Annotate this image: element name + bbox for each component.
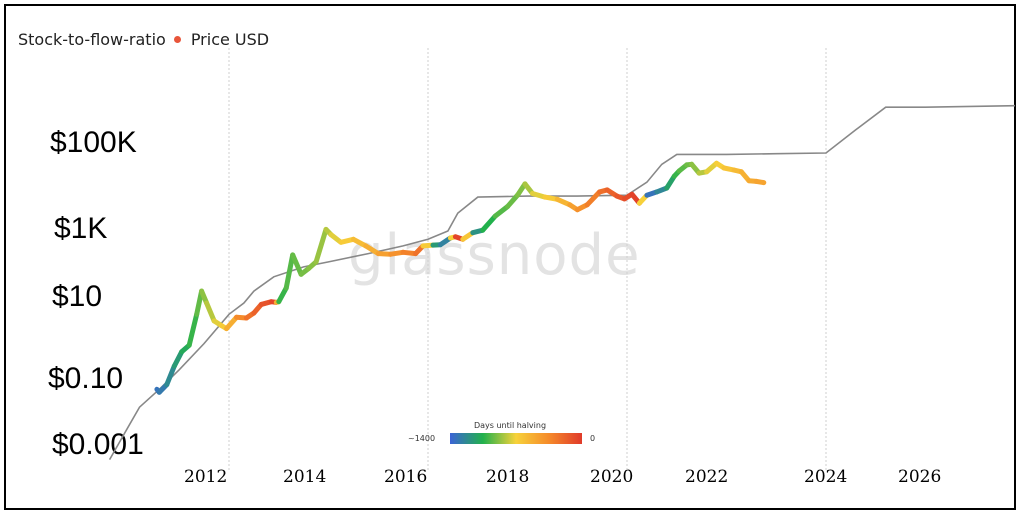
legend-price-dot-icon	[173, 36, 181, 43]
price-segment	[480, 213, 498, 233]
legend-stock-to-flow-label: Stock-to-flow-ratio	[18, 30, 166, 49]
colorbar-title: Days until halving	[473, 421, 547, 430]
y-tick-label: $0.001	[52, 428, 144, 461]
x-tick-label: 2024	[804, 467, 848, 487]
price-segment	[171, 349, 185, 369]
colorbar-gradient	[450, 433, 582, 444]
price-segment	[584, 189, 603, 208]
legend-price-label: Price USD	[190, 30, 270, 49]
price-segment	[492, 204, 511, 219]
price-segment	[753, 178, 767, 186]
price-segment	[313, 226, 329, 265]
price-segment	[186, 311, 200, 348]
price-segment	[164, 363, 177, 388]
x-tick-label: 2016	[384, 467, 428, 487]
y-tick-label: $0.10	[48, 362, 124, 395]
colorbar-max-label: 0	[590, 434, 596, 443]
x-tick-label: 2018	[486, 467, 530, 487]
x-tick-label: 2022	[685, 467, 729, 487]
y-tick-label: $10	[52, 280, 103, 313]
series-line-price-usd	[154, 160, 767, 395]
series-line-stock-to-flow	[108, 104, 1016, 460]
y-tick-label: $100K	[50, 126, 137, 159]
price-segment	[224, 314, 239, 332]
x-tick-label: 2020	[590, 467, 634, 487]
price-segment	[276, 285, 289, 305]
y-tick-label: $1K	[54, 212, 108, 245]
price-segment	[505, 192, 520, 209]
price-segment	[290, 252, 304, 277]
x-tick-label: 2026	[898, 467, 942, 487]
price-segment	[283, 252, 296, 291]
colorbar-min-label: ~1400	[408, 434, 436, 443]
price-segment	[204, 300, 217, 324]
x-tick-label: 2014	[283, 467, 327, 487]
chart-legend: Stock-to-flow-ratio Price USD	[18, 30, 269, 49]
chart-frame	[4, 4, 1016, 510]
x-tick-label: 2012	[184, 467, 228, 487]
